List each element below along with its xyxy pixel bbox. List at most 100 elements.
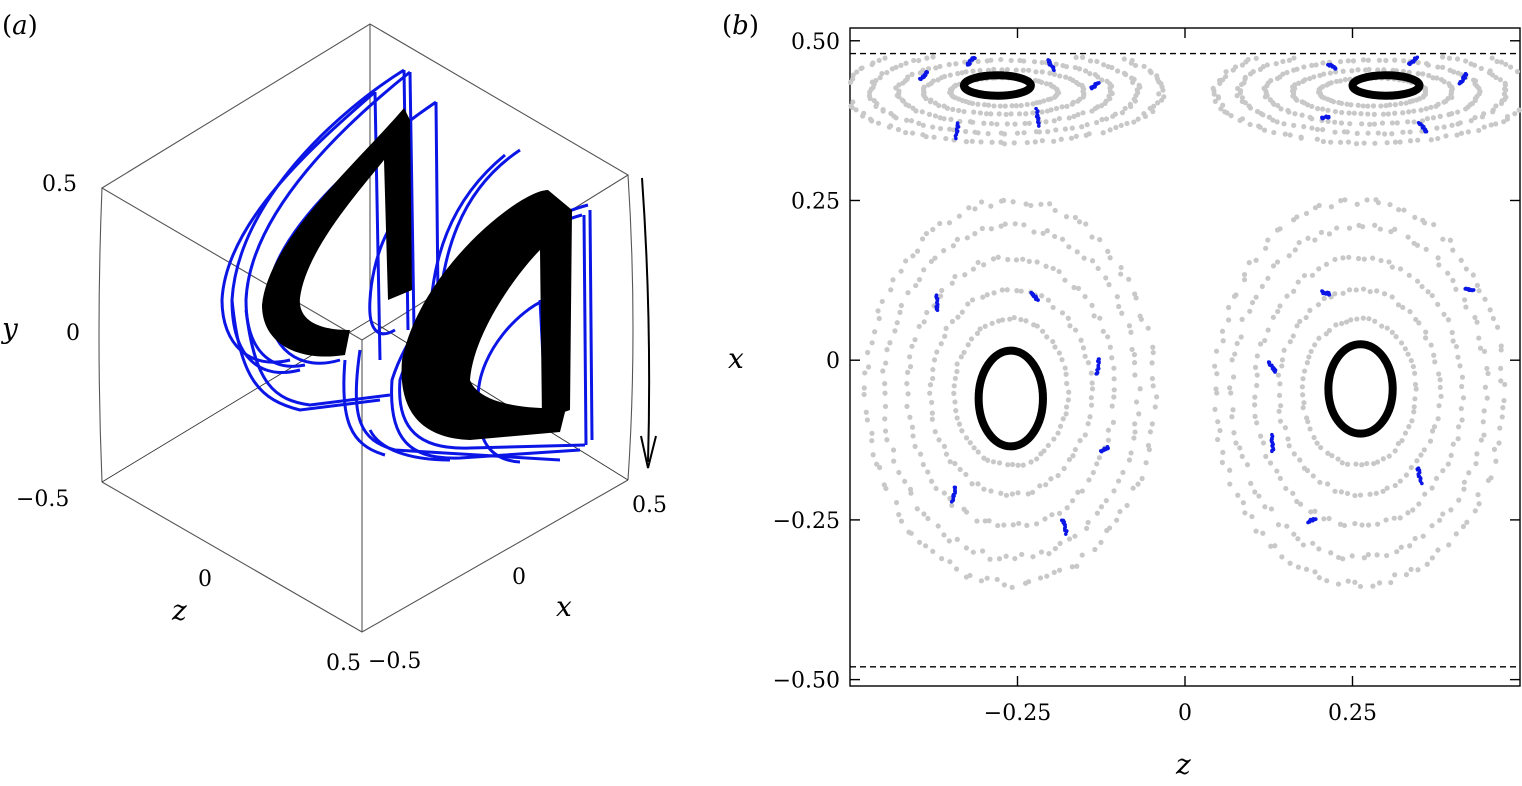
orbit-point [1394, 120, 1400, 126]
orbit-point [975, 481, 981, 487]
orbit-point [950, 106, 956, 112]
orbit-point [1026, 67, 1032, 73]
orbit-point [1033, 521, 1040, 527]
orbit-point [1405, 510, 1411, 516]
orbit-point [1026, 120, 1032, 126]
orbit-point [1414, 278, 1421, 284]
orbit-point [956, 213, 962, 219]
orbit-point [1487, 307, 1493, 313]
orbit-point [1321, 516, 1327, 522]
orbit-point [1399, 437, 1405, 444]
orbit-point [921, 267, 927, 273]
orbit-point [1122, 105, 1128, 112]
orbit-point [1312, 508, 1318, 514]
orbit-point [877, 464, 883, 471]
orbit-point [1373, 197, 1379, 203]
orbit-point [1458, 257, 1464, 263]
orbit-point [1493, 121, 1499, 127]
orbit-point [912, 443, 918, 449]
orbit-point [936, 102, 942, 109]
orbit-point [1354, 201, 1360, 207]
orbit-point [1079, 124, 1085, 130]
invariant-torus-rings [959, 71, 1424, 451]
orbit-point [1427, 438, 1434, 444]
island-point [1423, 129, 1428, 134]
orbit-point [1239, 62, 1246, 68]
orbit-point [1065, 315, 1071, 321]
orbit-point [1080, 110, 1086, 116]
orbit-point [1371, 121, 1378, 127]
panel-a-3d-plot: (a) 0.5 0 −0.5 y 0 0.5 z −0.5 0 0.5 x [0, 11, 667, 676]
orbit-point [1292, 247, 1298, 253]
orbit-point [1333, 322, 1339, 328]
orbit-point [1311, 74, 1317, 80]
orbit-point [951, 390, 957, 396]
orbit-point [1028, 202, 1034, 209]
orbit-point [1340, 556, 1346, 562]
orbit-point [994, 576, 1000, 583]
orbit-point [1024, 101, 1030, 108]
orbit-point [1274, 227, 1281, 233]
orbit-point [1340, 290, 1346, 296]
orbit-point [1443, 133, 1449, 139]
orbit-point [1040, 328, 1046, 334]
orbit-point [982, 323, 988, 329]
orbit-point [1263, 245, 1269, 251]
orbit-point [930, 375, 936, 382]
orbit-point [1025, 491, 1031, 497]
orbit-point [1002, 103, 1008, 109]
orbit-point [1301, 124, 1307, 130]
orbit-point [869, 430, 875, 436]
orbit-point [1111, 376, 1117, 382]
orbit-point [955, 314, 961, 320]
orbit-point [1051, 71, 1058, 77]
orbit-point [1366, 316, 1372, 322]
orbit-point [930, 548, 936, 555]
orbit-point [1344, 461, 1351, 467]
orbit-point [980, 294, 986, 300]
orbit-point [933, 485, 939, 492]
orbit-point [1353, 461, 1359, 467]
orbit-point [1056, 115, 1062, 122]
orbit-point [1514, 68, 1521, 75]
orbit-point [943, 451, 950, 457]
orbit-point [1118, 264, 1124, 271]
orbit-point [1214, 371, 1220, 377]
orbit-point [1009, 103, 1015, 109]
orbit-point [1252, 402, 1258, 408]
orbit-point [947, 495, 953, 502]
orbit-point [1047, 70, 1053, 76]
orbit-point [1429, 523, 1435, 529]
orbit-point [1407, 543, 1413, 549]
orbit-point [1086, 477, 1092, 483]
orbit-point [975, 259, 981, 266]
orbit-point [1044, 334, 1050, 340]
orbit-point [1085, 421, 1091, 427]
orbit-point [1432, 359, 1438, 365]
orbit-point [957, 466, 963, 473]
orbit-point [1468, 61, 1474, 67]
orbit-point [1031, 229, 1037, 235]
orbit-point [1074, 249, 1080, 255]
orbit-point [1010, 199, 1016, 205]
orbit-point [990, 256, 997, 262]
orbit-point [1300, 376, 1306, 382]
orbit-point [1105, 427, 1112, 433]
orbit-point [1377, 226, 1383, 232]
orbit-point [893, 115, 899, 121]
orbit-point [1068, 135, 1075, 141]
orbit-point [1463, 58, 1469, 64]
orbit-point [1490, 315, 1496, 322]
orbit-point [952, 460, 958, 467]
orbit-point [932, 113, 939, 119]
orbit-point [1110, 419, 1117, 425]
orbit-point [1308, 348, 1314, 355]
island-point [1037, 124, 1041, 128]
orbit-point [1213, 348, 1220, 354]
orbit-point [937, 63, 943, 70]
orbit-point [1434, 75, 1440, 81]
orbit-point [1118, 271, 1124, 277]
orbit-point [1423, 106, 1429, 112]
orbit-point [1397, 266, 1404, 272]
orbit-point [1229, 414, 1235, 420]
